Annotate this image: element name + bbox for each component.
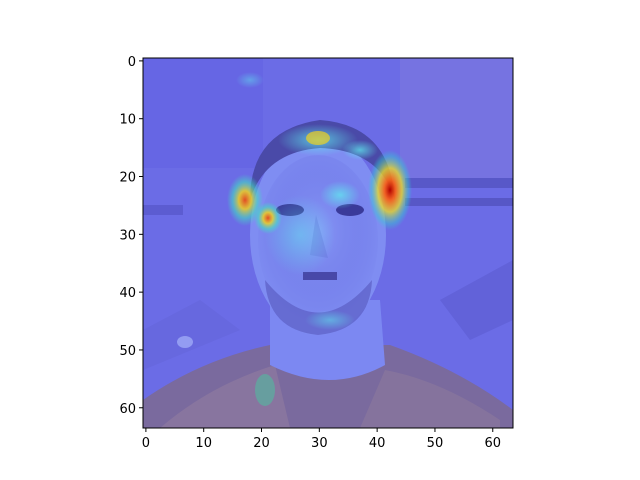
y-tick-label: 0	[128, 55, 136, 70]
y-tick-label: 60	[119, 402, 136, 417]
x-axis: 0 10 20 30 40 50 60	[142, 428, 501, 451]
y-tick-label: 10	[119, 113, 136, 128]
y-tick-label: 20	[119, 171, 136, 186]
x-tick-label: 0	[142, 436, 150, 451]
y-tick-label: 50	[119, 344, 136, 359]
x-tick-label: 30	[311, 436, 328, 451]
y-axis: 0 10 20 30 40 50 60	[119, 55, 143, 417]
x-tick-label: 40	[369, 436, 386, 451]
image-area	[143, 58, 513, 428]
x-tick-label: 60	[484, 436, 501, 451]
y-tick-label: 30	[119, 228, 136, 243]
axes-frame	[142, 57, 514, 429]
x-tick-label: 10	[195, 436, 212, 451]
x-tick-label: 20	[253, 436, 270, 451]
x-tick-label: 50	[427, 436, 444, 451]
y-tick-label: 40	[119, 286, 136, 301]
